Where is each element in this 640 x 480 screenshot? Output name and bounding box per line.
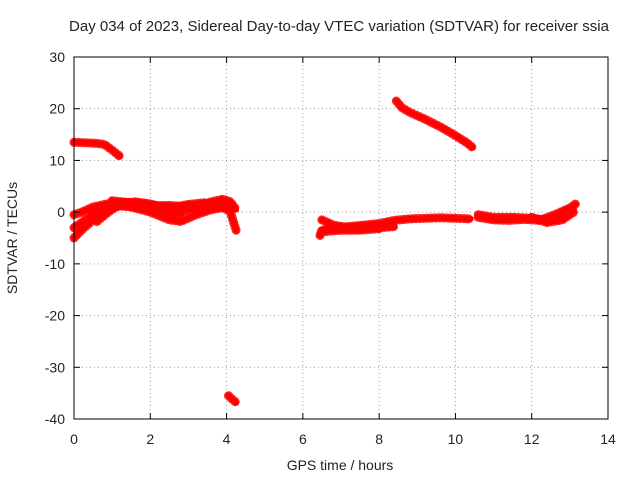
x-tick-label: 4: [223, 431, 231, 447]
grid: [74, 57, 608, 419]
plot-frame: [73, 56, 609, 420]
x-tick-label: 6: [299, 431, 307, 447]
chart-title: Day 034 of 2023, Sidereal Day-to-day VTE…: [69, 18, 610, 35]
data-traces: [69, 96, 581, 407]
x-tick-label: 10: [448, 431, 464, 447]
x-tick-label: 0: [70, 431, 78, 447]
x-tick-label: 12: [524, 431, 540, 447]
trace-markers-sat-f: [69, 194, 241, 233]
y-tick-label: 30: [49, 49, 65, 65]
trace-markers-sat-h: [199, 199, 241, 235]
trace-markers-sat-l: [317, 224, 384, 237]
trace-markers-sat-b: [391, 96, 478, 152]
y-tick-label: 0: [57, 204, 65, 220]
y-tick-label: 10: [49, 152, 65, 168]
y-tick-label: -30: [45, 359, 65, 375]
axis-ticks: 0 2 4 6 8 10 12 14 -40 -30 -20 -10 0 10 20 30: [45, 49, 616, 447]
trace-markers-sat-i: [107, 196, 212, 212]
y-axis-label: SDTVAR / TECUs: [4, 182, 20, 294]
y-tick-label: -20: [45, 308, 65, 324]
y-tick-label: 20: [49, 101, 65, 117]
trace-markers-sat-c: [224, 391, 241, 407]
x-tick-label: 14: [600, 431, 616, 447]
x-tick-label: 2: [146, 431, 154, 447]
y-tick-label: -40: [45, 411, 65, 427]
x-axis-label: GPS time / hours: [287, 457, 394, 473]
y-tick-label: -10: [45, 256, 65, 272]
trace-markers-sat-o: [527, 207, 579, 227]
trace-markers-sat-a: [69, 137, 125, 161]
x-tick-label: 8: [375, 431, 383, 447]
